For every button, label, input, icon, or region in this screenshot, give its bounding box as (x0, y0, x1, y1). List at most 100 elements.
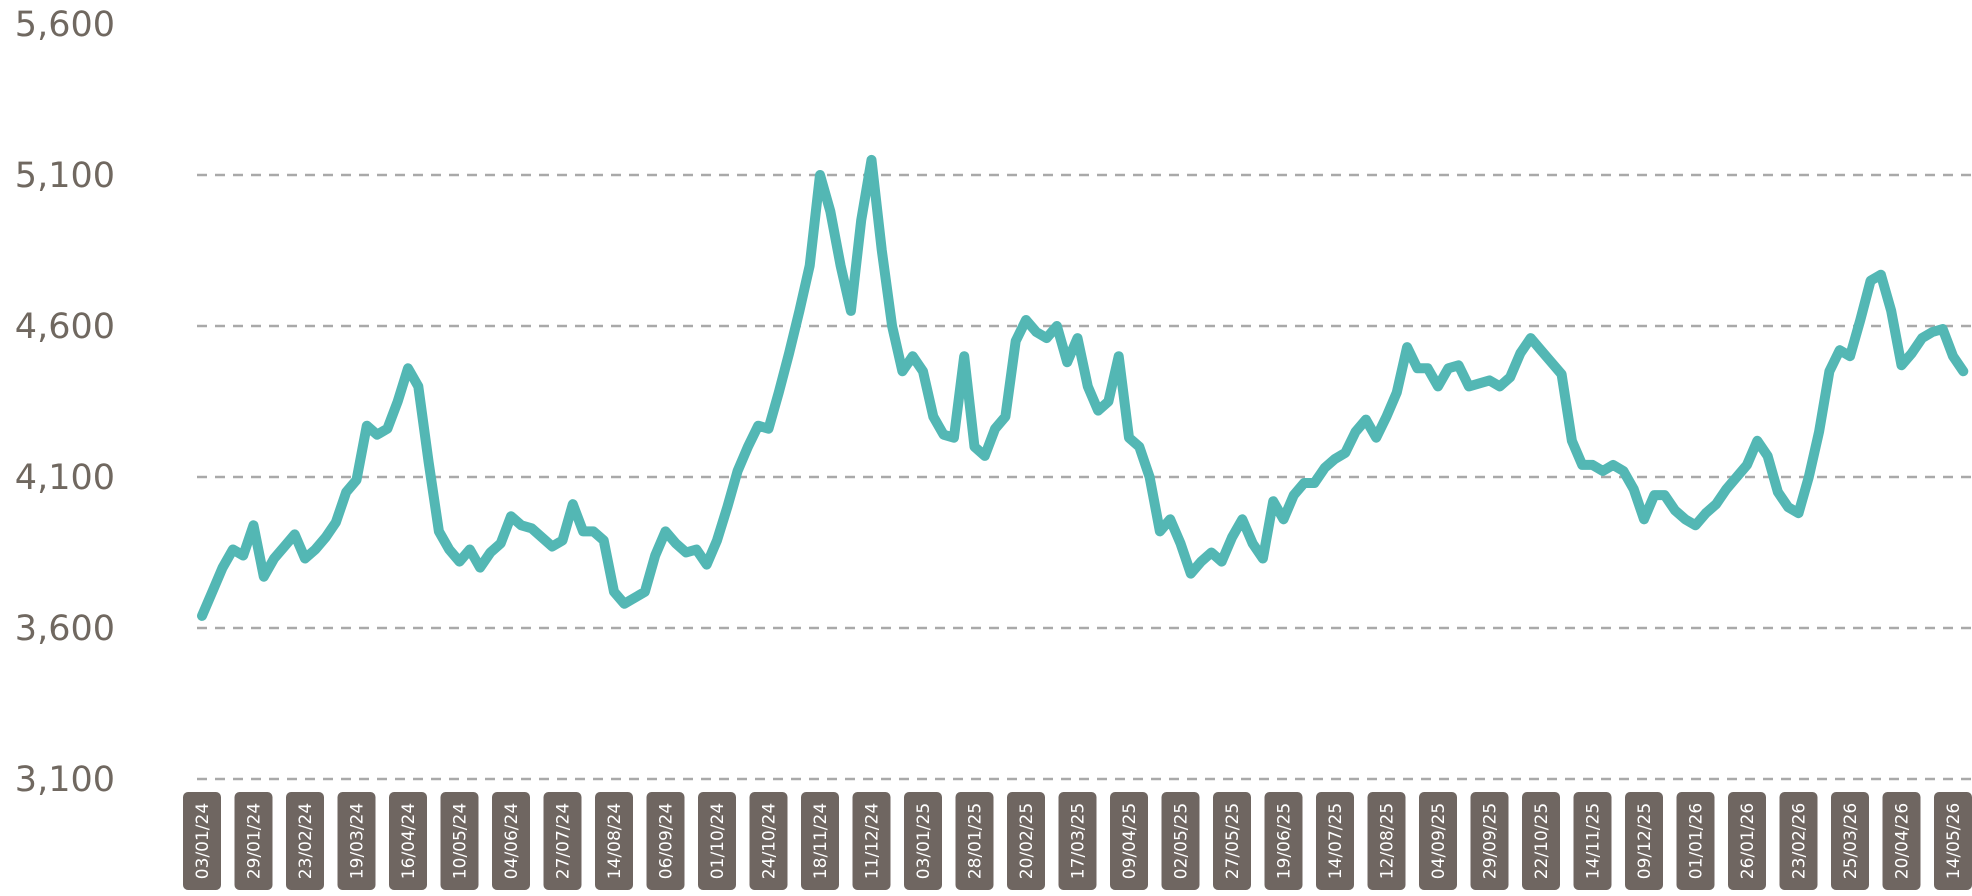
x-tick: 09/12/25 (1625, 792, 1663, 890)
y-tick-label: 5,600 (15, 5, 115, 45)
x-tick: 16/04/24 (389, 792, 427, 890)
x-tick-label: 23/02/24 (296, 803, 316, 879)
x-tick-box (1625, 792, 1663, 890)
x-tick-box (1419, 792, 1457, 890)
x-tick: 02/05/25 (1161, 792, 1200, 890)
x-tick-box (1522, 792, 1560, 890)
x-tick-label: 10/05/24 (451, 803, 471, 879)
x-tick: 29/01/24 (234, 792, 273, 890)
x-tick-label: 20/04/26 (1893, 803, 1913, 879)
x-tick: 04/09/25 (1419, 792, 1457, 890)
x-tick-box (1934, 792, 1972, 890)
x-tick-box (852, 792, 891, 890)
x-tick-label: 11/12/24 (863, 803, 883, 879)
x-tick-label: 28/01/25 (966, 803, 986, 879)
x-tick-box (904, 792, 942, 890)
y-tick-label: 3,600 (15, 609, 115, 649)
x-tick-label: 26/01/26 (1738, 803, 1758, 879)
x-tick-label: 14/05/26 (1944, 803, 1964, 879)
x-tick-label: 25/03/26 (1841, 803, 1861, 879)
series-line (197, 154, 1969, 621)
x-tick: 19/06/25 (1264, 792, 1303, 890)
x-axis-ticks: 03/01/24 29/01/24 23/02/24 19/03/24 16/04/24… (183, 792, 1972, 890)
x-tick: 26/01/26 (1728, 792, 1766, 890)
x-tick: 24/10/24 (749, 792, 788, 890)
x-tick-label: 18/11/24 (811, 803, 831, 879)
series-line-layer (197, 154, 1969, 621)
x-tick-label: 17/03/25 (1069, 803, 1089, 879)
x-tick-label: 16/04/24 (399, 803, 419, 879)
x-tick-box (543, 792, 582, 890)
x-tick-box (1779, 792, 1818, 890)
x-tick-box (389, 792, 427, 890)
x-tick: 17/03/25 (1058, 792, 1097, 890)
x-tick-box (440, 792, 479, 890)
x-tick: 22/10/25 (1522, 792, 1560, 890)
x-tick-label: 29/01/24 (245, 803, 265, 879)
x-tick-box (1007, 792, 1045, 890)
x-tick: 14/07/25 (1316, 792, 1354, 890)
y-tick-label: 5,100 (15, 156, 115, 196)
x-tick-box (1676, 792, 1715, 890)
x-tick: 20/02/25 (1007, 792, 1045, 890)
x-tick-box (1110, 792, 1148, 890)
x-tick-box (749, 792, 788, 890)
x-tick-box (183, 792, 221, 890)
x-tick-label: 01/10/24 (708, 803, 728, 879)
y-axis-ticks: 5,600 5,100 4,600 4,100 3,600 3,100 (15, 5, 115, 800)
x-tick-label: 27/07/24 (554, 803, 574, 879)
x-tick-label: 14/08/24 (605, 803, 625, 879)
x-tick-box (337, 792, 376, 890)
x-tick-label: 06/09/24 (657, 803, 677, 879)
x-tick-label: 23/02/26 (1790, 803, 1810, 879)
x-tick: 27/07/24 (543, 792, 582, 890)
x-tick: 03/01/24 (183, 792, 221, 890)
x-tick-label: 24/10/24 (760, 803, 780, 879)
x-tick: 27/05/25 (1213, 792, 1251, 890)
x-tick-label: 02/05/25 (1172, 803, 1192, 879)
x-tick-box (1264, 792, 1303, 890)
x-tick: 10/05/24 (440, 792, 479, 890)
x-tick-label: 20/02/25 (1017, 803, 1037, 879)
x-tick-box (1882, 792, 1921, 890)
x-tick-label: 12/08/25 (1378, 803, 1398, 879)
x-tick: 01/10/24 (698, 792, 736, 890)
y-tick-label: 4,100 (15, 458, 115, 498)
x-tick-box (234, 792, 273, 890)
y-tick-label: 3,100 (15, 760, 115, 800)
x-tick-box (646, 792, 685, 890)
x-tick: 23/02/26 (1779, 792, 1818, 890)
x-tick: 11/12/24 (852, 792, 891, 890)
x-tick-box (801, 792, 839, 890)
x-tick-box (1161, 792, 1200, 890)
x-tick-label: 29/09/25 (1481, 803, 1501, 879)
x-tick: 23/02/24 (286, 792, 324, 890)
x-tick-box (1470, 792, 1509, 890)
x-tick-label: 09/04/25 (1120, 803, 1140, 879)
x-tick: 06/09/24 (646, 792, 685, 890)
x-tick-label: 09/12/25 (1635, 803, 1655, 879)
x-tick-label: 01/01/26 (1687, 803, 1707, 879)
x-tick-label: 19/06/25 (1275, 803, 1295, 879)
x-tick: 20/04/26 (1882, 792, 1921, 890)
x-tick-box (1573, 792, 1612, 890)
x-tick-label: 19/03/24 (348, 803, 368, 879)
x-tick-box (1316, 792, 1354, 890)
x-tick-box (1367, 792, 1406, 890)
x-tick-box (595, 792, 633, 890)
x-tick-box (1728, 792, 1766, 890)
x-tick: 29/09/25 (1470, 792, 1509, 890)
x-tick-label: 03/01/25 (914, 803, 934, 879)
x-tick: 28/01/25 (955, 792, 994, 890)
x-tick-box (1213, 792, 1251, 890)
x-tick: 19/03/24 (337, 792, 376, 890)
x-tick-box (492, 792, 530, 890)
x-tick: 14/08/24 (595, 792, 633, 890)
x-tick: 14/05/26 (1934, 792, 1972, 890)
gridlines (197, 173, 1972, 781)
x-tick-label: 14/11/25 (1584, 803, 1604, 879)
x-tick: 18/11/24 (801, 792, 839, 890)
x-tick-label: 27/05/25 (1223, 803, 1243, 879)
x-tick: 25/03/26 (1831, 792, 1869, 890)
